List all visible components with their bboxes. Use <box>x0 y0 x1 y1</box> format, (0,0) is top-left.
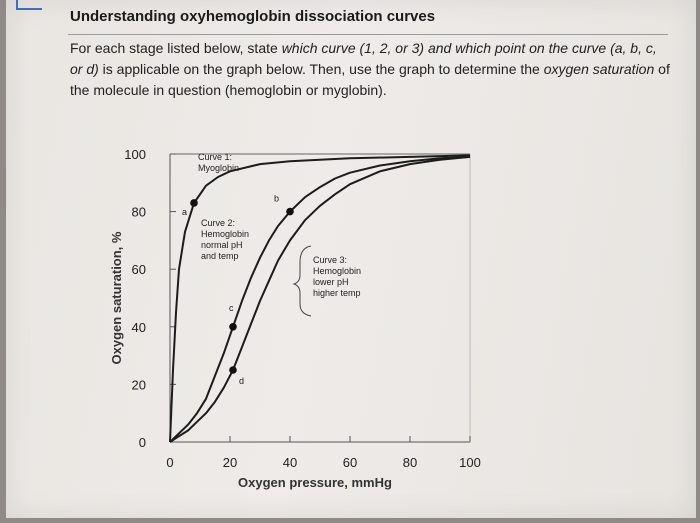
curve-3-line <box>169 155 471 443</box>
point-a-label: a <box>182 207 187 217</box>
y-axis-title: Oxygen saturation, % <box>109 231 124 364</box>
point-d-label: d <box>239 376 244 386</box>
curve-2-label: normal pH <box>201 240 243 250</box>
point-d-marker <box>229 366 237 374</box>
curve-2-label: and temp <box>201 251 239 261</box>
curve-3-label: lower pH <box>313 277 349 287</box>
instructions-emphasis-2: oxygen saturation <box>543 61 655 77</box>
instructions-text-3: of the molecule in question (hemoglobin … <box>70 61 670 98</box>
corner-bracket-icon <box>16 0 42 10</box>
y-tick-label: 100 <box>124 147 146 162</box>
point-a-marker <box>190 199 198 207</box>
title-divider <box>68 34 668 35</box>
curve-3-label: Hemoglobin <box>313 266 361 276</box>
curve-2-line <box>169 155 471 443</box>
curve-2-label: Curve 2: <box>201 218 235 228</box>
point-b-label: b <box>274 194 279 204</box>
curve-1-label: Myoglobin <box>198 163 239 173</box>
worksheet-page: Understanding oxyhemoglobin dissociation… <box>6 0 696 518</box>
instructions-emphasis-1: which curve (1, 2, or 3) and which point… <box>70 40 657 77</box>
curve-1-line <box>169 154 471 443</box>
y-tick-label: 40 <box>132 320 146 335</box>
instructions-text-1: For each stage listed below, state <box>70 40 282 56</box>
x-tick-label: 100 <box>459 455 481 470</box>
x-tick-label: 40 <box>283 455 297 470</box>
y-tick-label: 80 <box>132 205 146 220</box>
curve-3-label: higher temp <box>313 288 361 298</box>
x-axis-title: Oxygen pressure, mmHg <box>238 475 392 490</box>
x-tick-label: 0 <box>166 455 173 470</box>
point-c-label: c <box>229 303 234 313</box>
curve-2-label: Hemoglobin <box>201 229 249 239</box>
x-tick-label: 20 <box>223 455 237 470</box>
y-tick-label: 20 <box>132 377 146 392</box>
page-title: Understanding oxyhemoglobin dissociation… <box>70 8 436 25</box>
y-tick-label: 0 <box>139 435 146 450</box>
curve-3-label: Curve 3: <box>313 255 347 265</box>
curve-1-label: Curve 1: <box>198 152 232 162</box>
x-tick-label: 80 <box>403 455 417 470</box>
x-tick-label: 60 <box>343 455 357 470</box>
point-b-marker <box>286 207 294 216</box>
curve-3-bracket-icon <box>292 245 312 317</box>
point-c-marker <box>229 323 237 331</box>
y-tick-label: 60 <box>132 262 146 277</box>
instructions-paragraph: For each stage listed below, state which… <box>70 38 670 101</box>
instructions-text-2: is applicable on the graph below. Then, … <box>98 61 544 77</box>
